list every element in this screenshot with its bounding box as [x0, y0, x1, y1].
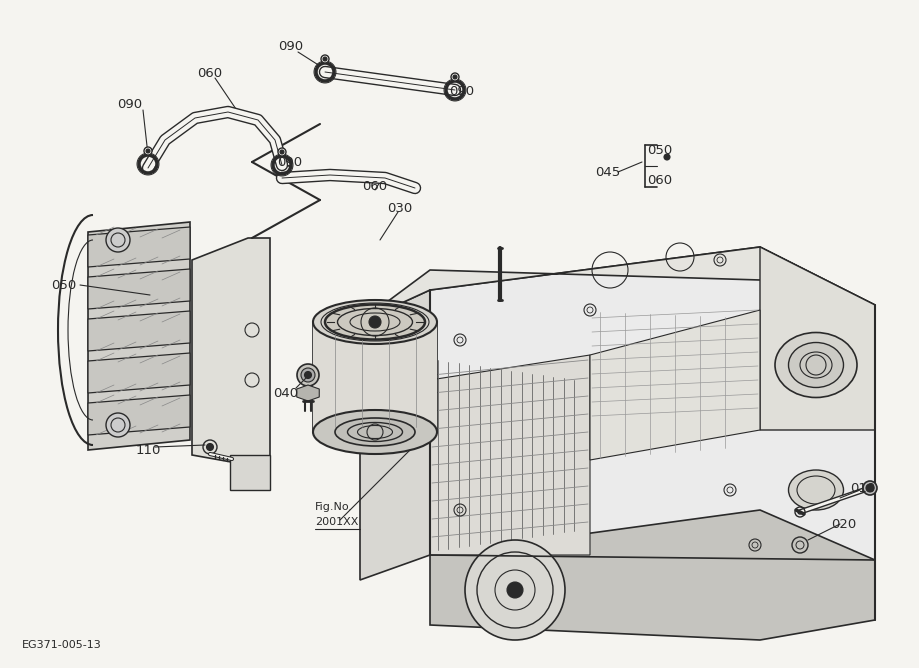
Circle shape	[321, 55, 329, 63]
Ellipse shape	[312, 300, 437, 344]
Circle shape	[452, 75, 457, 79]
Polygon shape	[88, 227, 190, 267]
Circle shape	[301, 368, 314, 382]
Polygon shape	[589, 310, 759, 460]
Text: 010: 010	[849, 482, 875, 494]
Text: 090: 090	[278, 156, 302, 168]
Text: 060: 060	[647, 174, 672, 186]
Circle shape	[146, 149, 150, 153]
Circle shape	[144, 147, 152, 155]
Polygon shape	[88, 353, 190, 393]
Circle shape	[664, 154, 669, 160]
Text: 050: 050	[647, 144, 672, 156]
Polygon shape	[88, 222, 190, 450]
Polygon shape	[429, 247, 874, 610]
Ellipse shape	[335, 418, 414, 446]
Circle shape	[206, 444, 213, 450]
Text: 045: 045	[595, 166, 620, 178]
Polygon shape	[359, 247, 874, 322]
Circle shape	[323, 57, 326, 61]
Polygon shape	[429, 355, 589, 555]
Polygon shape	[230, 455, 269, 490]
Circle shape	[106, 413, 130, 437]
Circle shape	[862, 481, 876, 495]
Ellipse shape	[788, 343, 843, 387]
Text: 090: 090	[118, 98, 142, 110]
Ellipse shape	[324, 305, 425, 339]
Circle shape	[106, 228, 130, 252]
Polygon shape	[88, 269, 190, 309]
Circle shape	[279, 150, 284, 154]
Circle shape	[297, 364, 319, 386]
Circle shape	[506, 582, 522, 598]
Text: 2001XX: 2001XX	[314, 517, 358, 527]
Text: 040: 040	[273, 387, 299, 399]
Ellipse shape	[774, 333, 857, 397]
Polygon shape	[759, 247, 874, 430]
Polygon shape	[192, 238, 269, 465]
Polygon shape	[359, 290, 429, 580]
Circle shape	[304, 371, 312, 379]
Text: 030: 030	[387, 202, 413, 214]
Polygon shape	[429, 510, 874, 640]
Circle shape	[865, 484, 873, 492]
Text: Fig.No.: Fig.No.	[314, 502, 353, 512]
Text: 060: 060	[198, 67, 222, 79]
Text: EG371-005-13: EG371-005-13	[22, 640, 102, 650]
Polygon shape	[312, 322, 437, 432]
Circle shape	[464, 540, 564, 640]
Circle shape	[450, 73, 459, 81]
Ellipse shape	[788, 470, 843, 510]
Text: 090: 090	[278, 39, 303, 53]
Text: 090: 090	[449, 84, 474, 98]
Text: 060: 060	[362, 180, 387, 192]
Text: 050: 050	[51, 279, 76, 291]
Circle shape	[278, 148, 286, 156]
Circle shape	[369, 316, 380, 328]
Text: 020: 020	[831, 518, 856, 530]
Text: 110: 110	[135, 444, 161, 456]
Polygon shape	[88, 395, 190, 435]
Ellipse shape	[312, 410, 437, 454]
Polygon shape	[297, 385, 319, 401]
Polygon shape	[88, 311, 190, 351]
